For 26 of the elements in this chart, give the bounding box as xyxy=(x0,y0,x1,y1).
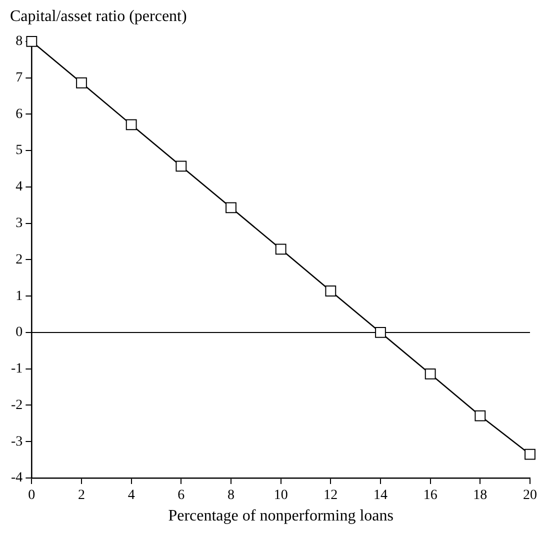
y-tick-label: 2 xyxy=(16,252,23,268)
x-axis-title: Percentage of nonperforming loans xyxy=(168,508,394,525)
x-tick-label: 4 xyxy=(128,488,135,504)
x-tick-label: 0 xyxy=(28,488,36,504)
x-tick-label: 2 xyxy=(78,488,85,504)
x-tick-label: 14 xyxy=(374,488,388,504)
x-tick-label: 8 xyxy=(227,488,234,504)
y-tick-label: -4 xyxy=(10,470,23,486)
x-tick-label: 16 xyxy=(423,488,438,504)
x-tick-label: 18 xyxy=(473,488,488,504)
y-tick-label: -3 xyxy=(10,434,23,450)
y-tick-label: 7 xyxy=(16,70,23,86)
y-tick-label: 5 xyxy=(16,143,23,158)
y-tick-label: 6 xyxy=(16,106,23,122)
x-tick-label: 10 xyxy=(274,488,288,504)
y-tick-label: 0 xyxy=(16,325,23,340)
y-tick-label: 1 xyxy=(16,288,23,304)
y-tick-label: 8 xyxy=(16,34,23,50)
x-tick-label: 20 xyxy=(523,488,537,504)
y-tick-label: 3 xyxy=(16,216,23,231)
y-tick-label: -1 xyxy=(10,362,23,377)
y-tick-label: -2 xyxy=(10,398,23,413)
x-tick-label: 6 xyxy=(178,488,185,504)
y-tick-label: 4 xyxy=(16,180,23,195)
y-axis-title: Capital/asset ratio (percent) xyxy=(9,8,188,27)
x-tick-label: 12 xyxy=(324,488,338,504)
